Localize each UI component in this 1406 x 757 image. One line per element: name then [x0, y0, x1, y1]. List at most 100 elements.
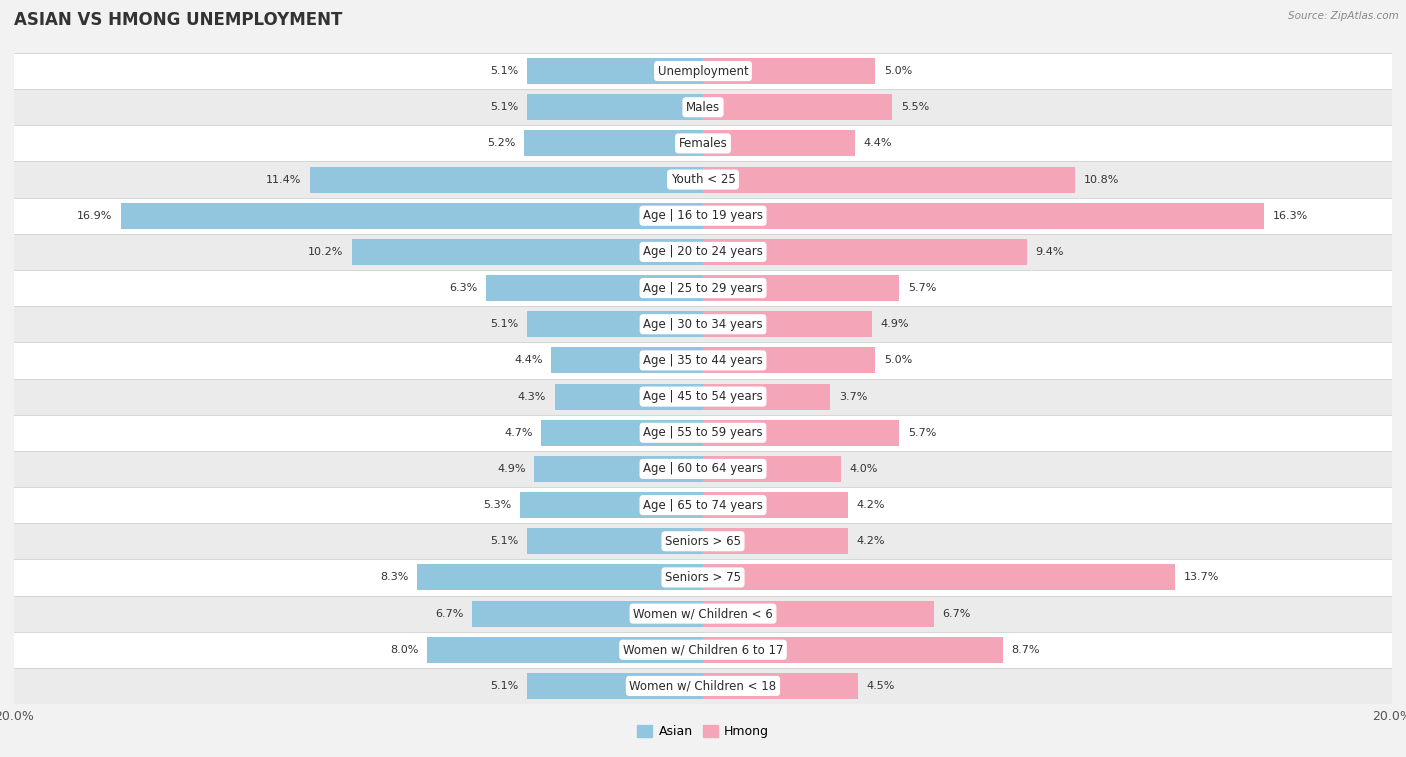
- Bar: [703, 94, 893, 120]
- Bar: [14, 89, 1392, 126]
- Text: 5.0%: 5.0%: [884, 356, 912, 366]
- Bar: [703, 673, 858, 699]
- Bar: [14, 126, 1392, 161]
- Bar: [527, 94, 703, 120]
- Text: Age | 25 to 29 years: Age | 25 to 29 years: [643, 282, 763, 294]
- Bar: [527, 58, 703, 84]
- Text: 4.2%: 4.2%: [856, 500, 884, 510]
- Text: 6.3%: 6.3%: [449, 283, 478, 293]
- Text: Age | 60 to 64 years: Age | 60 to 64 years: [643, 463, 763, 475]
- Bar: [14, 198, 1392, 234]
- Text: 8.3%: 8.3%: [380, 572, 409, 582]
- Text: 5.1%: 5.1%: [491, 66, 519, 76]
- Text: 4.9%: 4.9%: [880, 319, 908, 329]
- Text: Women w/ Children < 6: Women w/ Children < 6: [633, 607, 773, 620]
- Text: Source: ZipAtlas.com: Source: ZipAtlas.com: [1288, 11, 1399, 21]
- Bar: [534, 456, 703, 482]
- Bar: [520, 492, 703, 518]
- Bar: [527, 528, 703, 554]
- Bar: [703, 419, 900, 446]
- Bar: [14, 342, 1392, 378]
- Text: 5.7%: 5.7%: [908, 283, 936, 293]
- Bar: [472, 600, 703, 627]
- Text: Seniors > 65: Seniors > 65: [665, 534, 741, 548]
- Bar: [486, 275, 703, 301]
- Bar: [14, 487, 1392, 523]
- Bar: [703, 528, 848, 554]
- Text: Youth < 25: Youth < 25: [671, 173, 735, 186]
- Text: 9.4%: 9.4%: [1035, 247, 1064, 257]
- Text: 5.7%: 5.7%: [908, 428, 936, 438]
- Text: 4.9%: 4.9%: [498, 464, 526, 474]
- Bar: [427, 637, 703, 663]
- Text: 13.7%: 13.7%: [1184, 572, 1219, 582]
- Bar: [703, 167, 1076, 192]
- Text: Age | 55 to 59 years: Age | 55 to 59 years: [643, 426, 763, 439]
- Text: 11.4%: 11.4%: [266, 175, 302, 185]
- Text: Age | 35 to 44 years: Age | 35 to 44 years: [643, 354, 763, 367]
- Bar: [14, 415, 1392, 451]
- Text: Age | 30 to 34 years: Age | 30 to 34 years: [643, 318, 763, 331]
- Text: 4.4%: 4.4%: [863, 139, 891, 148]
- Bar: [14, 559, 1392, 596]
- Bar: [311, 167, 703, 192]
- Bar: [14, 306, 1392, 342]
- Text: Females: Females: [679, 137, 727, 150]
- Text: 4.3%: 4.3%: [517, 391, 547, 401]
- Bar: [14, 161, 1392, 198]
- Text: 5.5%: 5.5%: [901, 102, 929, 112]
- Bar: [527, 673, 703, 699]
- Text: Age | 16 to 19 years: Age | 16 to 19 years: [643, 209, 763, 223]
- Bar: [14, 234, 1392, 270]
- Text: 3.7%: 3.7%: [839, 391, 868, 401]
- Text: 16.9%: 16.9%: [77, 210, 112, 221]
- Text: 5.3%: 5.3%: [484, 500, 512, 510]
- Text: 4.2%: 4.2%: [856, 536, 884, 547]
- Bar: [703, 565, 1175, 590]
- Bar: [14, 523, 1392, 559]
- Text: 5.2%: 5.2%: [486, 139, 515, 148]
- Bar: [703, 456, 841, 482]
- Bar: [121, 203, 703, 229]
- Text: Age | 45 to 54 years: Age | 45 to 54 years: [643, 390, 763, 403]
- Bar: [352, 239, 703, 265]
- Text: 4.7%: 4.7%: [503, 428, 533, 438]
- Bar: [418, 565, 703, 590]
- Text: 16.3%: 16.3%: [1272, 210, 1309, 221]
- Bar: [703, 58, 875, 84]
- Text: 5.1%: 5.1%: [491, 102, 519, 112]
- Text: Women w/ Children 6 to 17: Women w/ Children 6 to 17: [623, 643, 783, 656]
- Text: Unemployment: Unemployment: [658, 64, 748, 77]
- Text: Age | 20 to 24 years: Age | 20 to 24 years: [643, 245, 763, 258]
- Bar: [14, 53, 1392, 89]
- Text: Males: Males: [686, 101, 720, 114]
- Bar: [703, 311, 872, 338]
- Bar: [703, 384, 831, 410]
- Text: 6.7%: 6.7%: [942, 609, 970, 618]
- Text: 10.2%: 10.2%: [308, 247, 343, 257]
- Text: 5.1%: 5.1%: [491, 681, 519, 691]
- Bar: [14, 378, 1392, 415]
- Bar: [14, 270, 1392, 306]
- Bar: [551, 347, 703, 373]
- Bar: [703, 347, 875, 373]
- Bar: [541, 419, 703, 446]
- Text: 6.7%: 6.7%: [436, 609, 464, 618]
- Text: 5.1%: 5.1%: [491, 319, 519, 329]
- Text: 5.0%: 5.0%: [884, 66, 912, 76]
- Text: 5.1%: 5.1%: [491, 536, 519, 547]
- Text: ASIAN VS HMONG UNEMPLOYMENT: ASIAN VS HMONG UNEMPLOYMENT: [14, 11, 343, 30]
- Text: 4.4%: 4.4%: [515, 356, 543, 366]
- Bar: [555, 384, 703, 410]
- Legend: Asian, Hmong: Asian, Hmong: [633, 721, 773, 743]
- Bar: [527, 311, 703, 338]
- Text: Women w/ Children < 18: Women w/ Children < 18: [630, 680, 776, 693]
- Text: 8.0%: 8.0%: [391, 645, 419, 655]
- Text: 8.7%: 8.7%: [1011, 645, 1040, 655]
- Text: 4.5%: 4.5%: [866, 681, 896, 691]
- Bar: [14, 668, 1392, 704]
- Bar: [703, 130, 855, 157]
- Bar: [703, 275, 900, 301]
- Bar: [703, 239, 1026, 265]
- Bar: [14, 631, 1392, 668]
